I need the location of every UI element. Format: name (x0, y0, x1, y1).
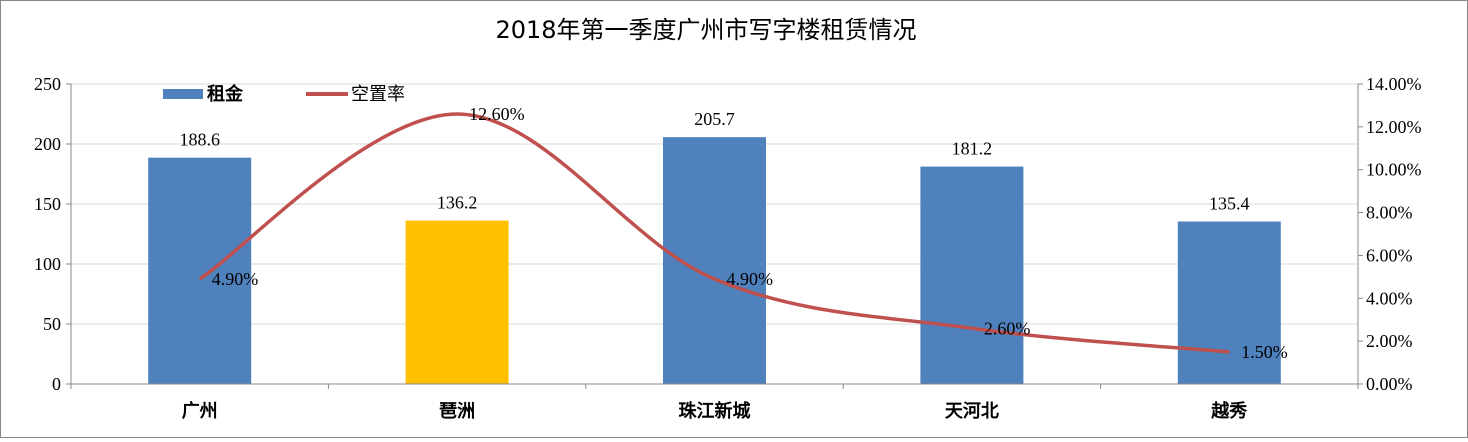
bar-data-label: 135.4 (1209, 194, 1250, 214)
x-tick-label: 天河北 (945, 401, 999, 422)
y-left-tick-label: 100 (34, 254, 61, 274)
y-right-tick-label: 0.00% (1366, 374, 1413, 394)
x-tick-label: 广州 (182, 400, 218, 422)
bar-data-label: 188.6 (179, 130, 220, 150)
y-right-tick-label: 8.00% (1366, 203, 1413, 223)
bar (405, 220, 509, 384)
y-right-tick-label: 2.00% (1366, 331, 1413, 351)
line-data-label: 4.90% (212, 269, 259, 289)
line-data-label: 2.60% (984, 318, 1031, 338)
bar-data-label: 205.7 (694, 109, 735, 129)
bar (1177, 221, 1281, 384)
y-left-tick-label: 0 (52, 374, 61, 394)
y-left-tick-label: 150 (34, 194, 61, 214)
x-tick-label: 琶洲 (439, 401, 475, 422)
legend-label-vacancy: 空置率 (351, 84, 405, 105)
y-left-tick-label: 200 (34, 134, 61, 154)
y-right-tick-label: 6.00% (1366, 245, 1413, 265)
line-data-label: 12.60% (469, 104, 524, 124)
line-data-label: 1.50% (1241, 342, 1288, 362)
line-series (198, 112, 1230, 354)
bar-data-label: 136.2 (437, 193, 478, 213)
y-left-tick-label: 50 (43, 314, 61, 334)
y-right-tick-label: 12.00% (1366, 117, 1422, 137)
bar (148, 157, 252, 384)
y-right-tick-label: 14.00% (1366, 74, 1422, 94)
y-right-tick-label: 10.00% (1366, 160, 1422, 180)
line-data-label: 4.90% (727, 269, 774, 289)
bar (920, 166, 1024, 384)
y-left-tick-label: 250 (34, 74, 61, 94)
y-right-tick-label: 4.00% (1366, 288, 1413, 308)
x-tick-label: 珠江新城 (679, 400, 751, 422)
legend-label-rent: 租金 (207, 83, 244, 105)
chart-title: 2018年第一季度广州市写字楼租赁情况 (495, 16, 916, 44)
legend-swatch-rent (163, 89, 203, 99)
x-tick-label: 越秀 (1210, 400, 1247, 422)
bar-data-label: 181.2 (952, 139, 993, 159)
